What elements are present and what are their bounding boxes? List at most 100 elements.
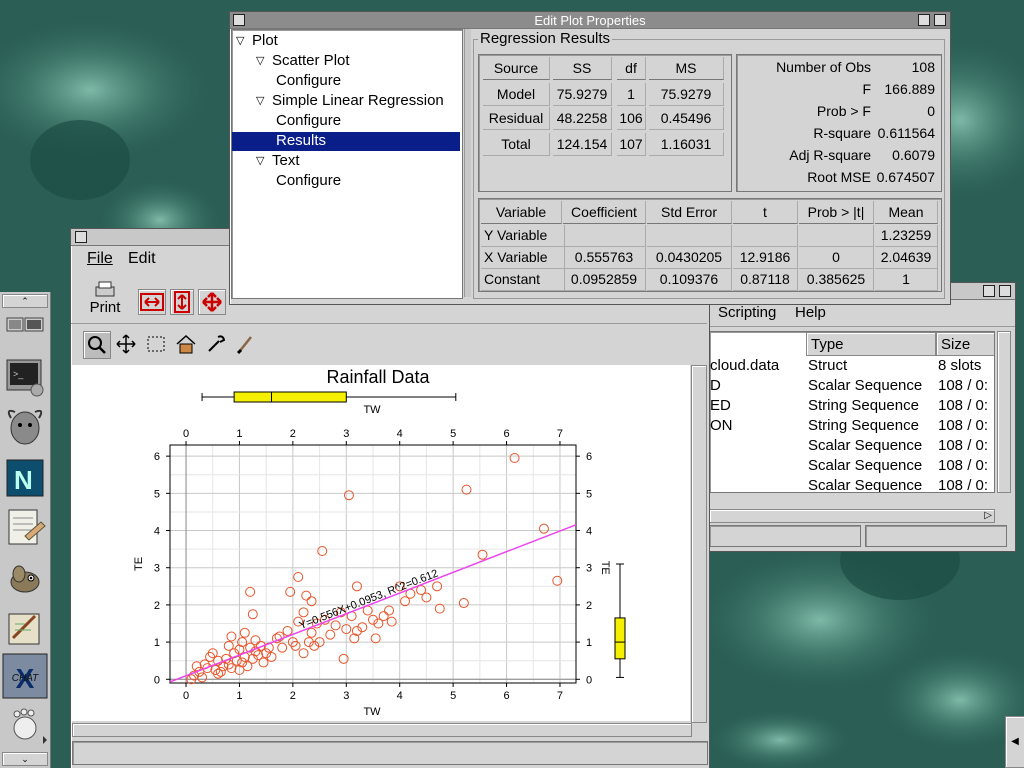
terminal-gnu-icon[interactable]: >_ [6, 359, 44, 397]
column-header-type-label: Type [811, 336, 844, 353]
magnifier-icon [88, 336, 106, 354]
pan-tool[interactable] [113, 331, 139, 357]
list-item[interactable]: D Scalar Sequence 108 / 0: [710, 377, 994, 397]
splitter[interactable] [464, 29, 471, 297]
list-item[interactable]: cloud.data Struct 8 slots [710, 357, 994, 377]
svg-text:X: X [16, 663, 35, 694]
coef-header: Mean [875, 201, 938, 224]
expand-triangle-icon[interactable]: ▽ [256, 55, 265, 67]
plot-horizontal-scrollbar[interactable] [72, 723, 692, 737]
y-tick-label: 2 [154, 600, 160, 612]
item-size: 108 / 0: [938, 477, 989, 493]
netscape-icon[interactable]: N [6, 459, 44, 497]
scatter-point [421, 592, 432, 603]
x-tick-label: 7 [557, 690, 563, 702]
close-button[interactable] [999, 285, 1011, 297]
scatter-point [237, 637, 248, 648]
fit-width-button[interactable] [138, 289, 166, 315]
anova-cell: 107 [617, 133, 646, 156]
y-tick-label: 6 [154, 451, 160, 463]
list-item[interactable]: Scalar Sequence 108 / 0: [710, 457, 994, 477]
restore-button[interactable] [983, 285, 995, 297]
tree-item[interactable]: ▽ Scatter Plot [232, 52, 460, 71]
menu-file[interactable]: File [87, 250, 113, 267]
window-menu-button[interactable] [75, 231, 87, 243]
scatter-point [509, 453, 520, 464]
tree-item[interactable]: ▽ Plot [232, 32, 460, 51]
window-menu-button[interactable] [233, 14, 245, 26]
pen-paper-icon[interactable] [8, 613, 40, 645]
fit-all-button[interactable] [198, 289, 226, 315]
brush-tool[interactable] [233, 331, 259, 357]
fit-height-button[interactable] [170, 289, 194, 315]
anova-cell: Residual [483, 107, 550, 130]
column-header-size[interactable]: Size [936, 332, 994, 356]
edit-plot-properties-titlebar[interactable]: Edit Plot Properties [230, 12, 950, 29]
scatter-point [293, 616, 304, 627]
plot-vertical-scrollbar[interactable] [691, 365, 707, 723]
stat-label: Prob > F [816, 103, 871, 119]
plot-canvas[interactable]: Rainfall Data TW 0 0 1 1 2 2 3 3 4 4 5 5 6 6 7 7 0 0 1 1 2 2 3 3 4… [72, 365, 690, 721]
x-boxplot [201, 391, 457, 403]
scatter-chart[interactable]: Rainfall Data TW 0 0 1 1 2 2 3 3 4 4 5 5 6 6 7 7 0 0 1 1 2 2 3 3 4… [72, 365, 690, 721]
xchat-icon[interactable]: X CHAT [2, 653, 48, 699]
scatter-point [357, 622, 368, 633]
window-title: Edit Plot Properties [534, 13, 646, 28]
zoom-tool[interactable] [83, 331, 111, 359]
coef-cell [647, 225, 732, 247]
gnu-head-icon[interactable] [7, 409, 43, 445]
list-item[interactable]: Scalar Sequence 108 / 0: [710, 437, 994, 457]
menu-scripting[interactable]: Scripting [718, 304, 777, 321]
dock-scroll-down[interactable]: ⌄ [2, 752, 48, 766]
scroll-right-arrow[interactable]: ▷ [984, 510, 992, 521]
panel-toggle-button[interactable]: ◀ [1005, 716, 1024, 768]
scatter-point [234, 664, 245, 675]
expand-triangle-icon[interactable]: ▽ [236, 35, 245, 47]
vertical-scrollbar[interactable] [997, 331, 1011, 493]
print-label: Print [89, 299, 121, 316]
expand-triangle-icon[interactable]: ▽ [256, 95, 265, 107]
tree-item[interactable]: ▽ Simple Linear Regression [232, 92, 460, 111]
scatter-point [226, 631, 237, 642]
horizontal-scrollbar[interactable]: ▷ [709, 509, 995, 523]
tree-item[interactable]: Configure [232, 172, 460, 191]
dock-scroll-up[interactable]: ⌃ [2, 294, 48, 308]
scatter-point [258, 657, 269, 668]
edit-tool[interactable] [203, 331, 229, 357]
monitor-icon[interactable] [6, 317, 44, 332]
item-name: ON [710, 417, 733, 434]
expand-triangle-icon[interactable]: ▽ [256, 155, 265, 167]
scatter-point [386, 616, 397, 627]
y-tick-label: 4 [154, 526, 160, 538]
gimp-icon[interactable] [10, 565, 40, 593]
x-top-tick-label: 1 [236, 428, 242, 440]
scatter-point [285, 586, 296, 597]
gnome-foot-icon[interactable] [13, 708, 47, 744]
svg-text:CHAT: CHAT [12, 673, 39, 684]
tree-item[interactable]: ▽ Text [232, 152, 460, 171]
column-header-type[interactable]: Type [806, 332, 936, 356]
stat-label: Adj R-square [789, 147, 871, 163]
stat-label: F [862, 81, 871, 97]
list-item[interactable]: ON String Sequence 108 / 0: [710, 417, 994, 437]
coef-header: Std Error [647, 201, 732, 224]
scatter-point [351, 581, 362, 592]
menu-help[interactable]: Help [795, 304, 826, 321]
y-axis-title: TE [133, 557, 145, 571]
x-tick-label: 6 [503, 690, 509, 702]
list-item[interactable]: ED String Sequence 108 / 0: [710, 397, 994, 417]
item-size: 108 / 0: [938, 437, 989, 454]
print-button[interactable]: Print [85, 281, 125, 321]
menu-edit[interactable]: Edit [128, 250, 156, 267]
close-button[interactable] [934, 14, 946, 26]
restore-button[interactable] [918, 14, 930, 26]
anova-cell: Total [483, 133, 550, 156]
notepad-hand-icon[interactable] [8, 509, 46, 545]
list-item[interactable]: Scalar Sequence 108 / 0: [710, 477, 994, 493]
tree-item[interactable]: Configure [232, 72, 460, 91]
tree-item[interactable]: Results [232, 132, 460, 151]
select-tool[interactable] [143, 331, 169, 357]
tree-item[interactable]: Configure [232, 112, 460, 131]
home-tool[interactable] [173, 331, 199, 357]
